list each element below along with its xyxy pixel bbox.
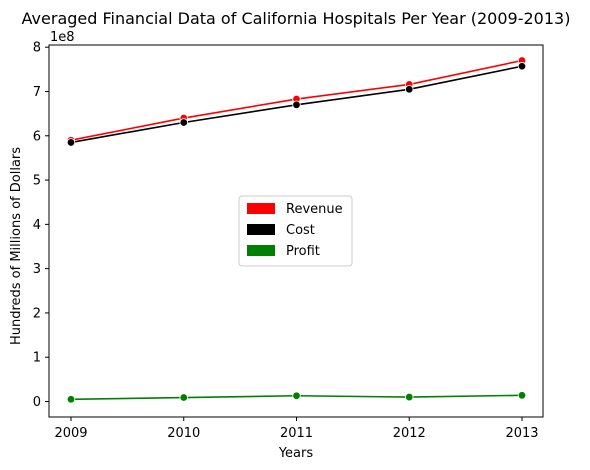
y-offset-label: 1e8 xyxy=(50,30,75,45)
legend: Revenue Cost Profit xyxy=(238,195,353,267)
x-tick-label: 2012 xyxy=(393,426,426,441)
cost-data-point xyxy=(179,118,188,127)
profit-data-point xyxy=(517,391,527,400)
x-ticks: 2009 2010 2011 2012 2013 xyxy=(54,417,539,441)
legend-swatch-revenue xyxy=(247,203,275,214)
y-tick-label: 1 xyxy=(33,351,41,366)
y-tick-label: 4 xyxy=(33,218,41,233)
cost-data-point xyxy=(66,138,76,147)
profit-data-point xyxy=(292,391,301,400)
legend-label-profit: Profit xyxy=(286,244,320,259)
y-tick-label: 8 xyxy=(33,41,41,56)
x-tick-label: 2011 xyxy=(280,426,313,441)
legend-label-cost: Cost xyxy=(286,223,315,238)
y-tick-label: 6 xyxy=(33,129,41,144)
x-axis-label: Years xyxy=(278,446,314,461)
y-axis-label: Hundreds of Millions of Dollars xyxy=(9,147,24,345)
cost-data-point xyxy=(405,85,414,94)
y-tick-label: 3 xyxy=(33,262,41,277)
profit-data-point xyxy=(66,395,76,404)
series-layer xyxy=(66,56,527,404)
chart-title: Averaged Financial Data of California Ho… xyxy=(22,9,571,28)
y-ticks: 0 1 2 3 4 5 6 7 8 xyxy=(33,41,49,410)
x-tick-label: 2009 xyxy=(54,426,87,441)
profit-data-point xyxy=(179,393,188,402)
x-tick-label: 2010 xyxy=(167,426,200,441)
y-tick-label: 2 xyxy=(33,306,41,321)
legend-label-revenue: Revenue xyxy=(286,202,343,217)
y-tick-label: 0 xyxy=(33,395,41,410)
cost-data-point xyxy=(517,62,527,71)
y-tick-label: 7 xyxy=(33,85,41,100)
cost-data-point xyxy=(292,100,301,109)
y-tick-label: 5 xyxy=(33,174,41,189)
legend-swatch-profit xyxy=(247,245,275,256)
x-tick-label: 2013 xyxy=(505,426,538,441)
plot-area-frame xyxy=(48,44,544,418)
legend-swatch-cost xyxy=(247,224,275,235)
profit-data-point xyxy=(405,392,414,402)
